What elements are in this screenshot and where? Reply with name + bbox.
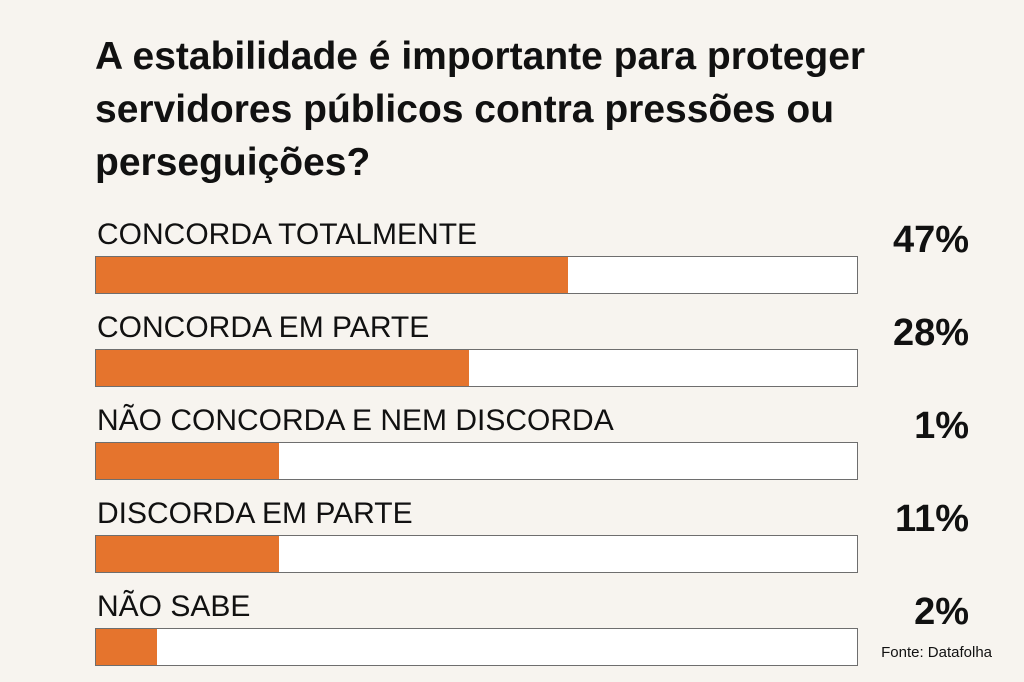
bar-fill	[96, 257, 568, 293]
bar-category-label: NÃO SABE	[97, 590, 251, 623]
bar-category-label: CONCORDA TOTALMENTE	[97, 218, 478, 251]
bar-value-label: 2%	[914, 591, 969, 633]
bar-track	[95, 442, 858, 480]
bar-value-label: 11%	[895, 498, 969, 540]
bar-track	[95, 535, 858, 573]
bar-fill	[96, 536, 279, 572]
bar-category-label: CONCORDA EM PARTE	[97, 311, 430, 344]
bar-row: DISCORDA EM PARTE 11%	[0, 497, 1024, 587]
bar-track	[95, 256, 858, 294]
chart-title: A estabilidade é importante para protege…	[95, 35, 866, 184]
bar-fill	[96, 629, 157, 665]
bar-category-label: DISCORDA EM PARTE	[97, 497, 413, 530]
bar-track	[95, 349, 858, 387]
bar-row: CONCORDA EM PARTE 28%	[0, 311, 1024, 401]
bar-fill	[96, 350, 469, 386]
bar-category-label: NÃO CONCORDA E NEM DISCORDA	[97, 404, 614, 437]
bar-value-label: 1%	[914, 405, 969, 447]
bar-value-label: 28%	[892, 312, 969, 354]
bar-value-label: 47%	[892, 219, 969, 261]
source-note: Fonte: Datafolha	[881, 644, 992, 661]
bar-row: NÃO CONCORDA E NEM DISCORDA 1%	[0, 404, 1024, 494]
bar-track	[95, 628, 858, 666]
bar-row: CONCORDA TOTALMENTE 47%	[0, 218, 1024, 308]
bar-fill	[96, 443, 279, 479]
bar-row: NÃO SABE 2%	[0, 590, 1024, 680]
